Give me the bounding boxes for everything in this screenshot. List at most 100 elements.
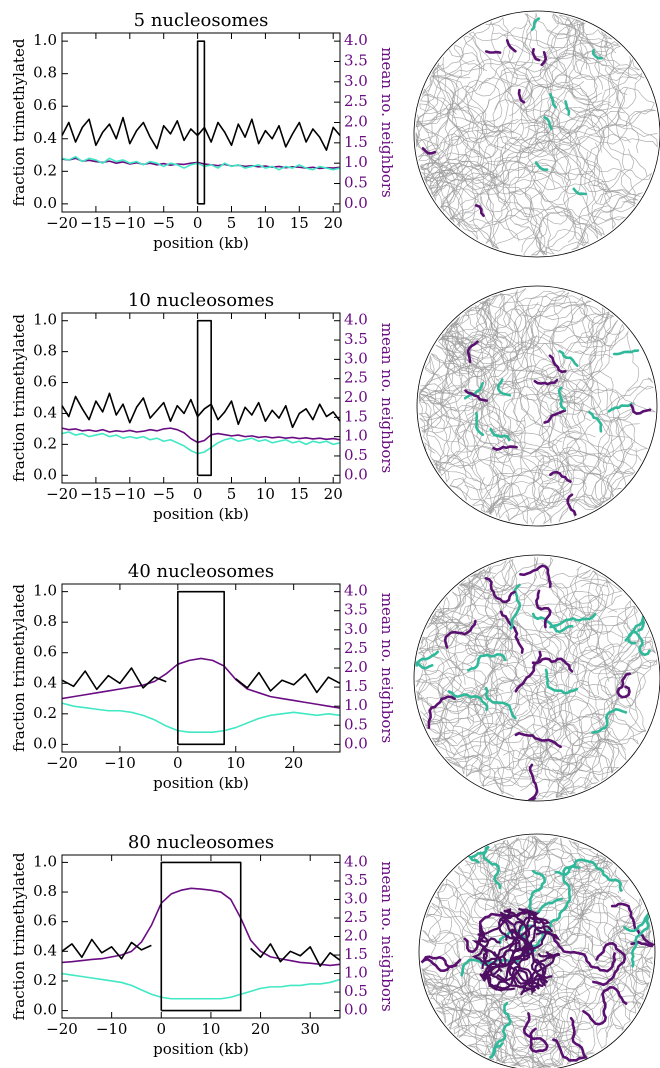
polymer-strand [447, 858, 591, 930]
polymer-strand [433, 110, 619, 226]
data-line [61, 972, 341, 1000]
y2-tick-label: 0.5 [344, 446, 368, 464]
marked-segment [610, 902, 655, 948]
polymer-strand [484, 563, 592, 639]
polymer-strand [430, 59, 505, 194]
polymer-strand [449, 709, 582, 771]
polymer-strand [489, 454, 567, 515]
y-tick-label: 1.0 [33, 31, 57, 49]
render-boundary [413, 10, 660, 258]
polymer-strand [424, 333, 516, 477]
marked-segment [588, 410, 603, 433]
polymer-render [415, 12, 658, 257]
x-axis-label: position (kb) [153, 505, 249, 523]
marked-segment [522, 1012, 549, 1053]
polymer-strand [500, 34, 612, 113]
marked-segment [623, 912, 650, 968]
marked-cluster [482, 920, 535, 983]
marked-segment [531, 612, 574, 634]
polymer-strand [512, 973, 605, 1067]
y2-tick-label: 2.0 [344, 388, 368, 406]
y2-tick-label: 0.5 [344, 982, 368, 1000]
polymer-strand [573, 898, 651, 986]
marked-segment [552, 1017, 588, 1062]
marked-segment [592, 941, 627, 987]
marked-segment [415, 650, 440, 670]
polymer-strand [555, 713, 615, 798]
marked-segment [496, 378, 512, 397]
polymer-strand [445, 23, 539, 161]
polymer-strand [458, 675, 627, 762]
polymer-strand [425, 121, 483, 208]
plot-frame [61, 583, 341, 753]
polymer-strand [474, 578, 612, 744]
y-tick-label: 0.2 [33, 161, 57, 179]
x-tick-label: −10 [96, 1020, 128, 1038]
polymer-strand [541, 83, 648, 225]
polymer-strand [435, 334, 618, 422]
polymer-strand [474, 835, 577, 956]
marked-segment [474, 411, 485, 436]
polymer-strand [529, 446, 635, 525]
polymer-strand [474, 682, 607, 787]
polymer-strand [428, 941, 615, 1027]
polymer-strand [470, 852, 601, 942]
polymer-strand [431, 613, 651, 709]
polymer-strand [528, 680, 619, 795]
polymer-strand [447, 701, 545, 785]
polymer-strand [551, 304, 619, 373]
y-tick-label: 0.4 [33, 941, 57, 959]
polymer-strand [469, 840, 538, 906]
polymer-strand [429, 126, 509, 230]
polymer-strand [565, 565, 615, 781]
y-tick-label: 0.4 [33, 673, 57, 691]
x-tick-label: −15 [80, 485, 112, 503]
y2-tick-label: 1.0 [344, 427, 368, 445]
polymer-strand [540, 306, 606, 422]
polymer-strand [466, 970, 521, 1068]
x-tick-label: 30 [301, 1020, 320, 1038]
marked-segment [534, 161, 549, 171]
y-tick-label: 0.2 [33, 971, 57, 989]
y-tick-label: 0.8 [33, 612, 57, 630]
marked-segment [612, 349, 640, 356]
y-tick-label: 1.0 [33, 582, 57, 600]
marked-segment [572, 187, 588, 196]
polymer-render [418, 288, 657, 525]
polymer-strand [530, 33, 643, 213]
polymer-strand [421, 152, 555, 256]
data-line [61, 702, 341, 733]
render-boundary [416, 285, 658, 527]
polymer-strand [555, 672, 633, 798]
marked-segment [557, 386, 566, 411]
plot-frame [61, 312, 341, 484]
marked-segment [531, 48, 541, 62]
x-tick-label: −20 [46, 1020, 78, 1038]
chart-title: 10 nucleosomes [128, 290, 274, 311]
marked-segment [474, 204, 485, 217]
marked-segment [543, 409, 567, 424]
marked-segment [420, 955, 462, 973]
polymer-strand [449, 155, 605, 221]
marked-segment [489, 427, 511, 442]
marked-segment [554, 858, 623, 892]
marked-segment [533, 378, 559, 386]
x-tick-label: 10 [256, 214, 275, 232]
y-tick-label: 1.0 [33, 311, 57, 329]
marked-segment [530, 17, 541, 31]
y2-tick-label: 3.5 [344, 330, 368, 348]
y-tick-label: 0.4 [33, 403, 57, 421]
polymer-strand [441, 835, 530, 951]
marked-segment [531, 657, 574, 673]
y2-tick-label: 2.0 [344, 113, 368, 131]
marked-segment [488, 1001, 512, 1060]
polymer-strand [515, 195, 639, 256]
marked-segment [629, 404, 652, 415]
marked-segment [484, 686, 517, 720]
polymer-strand [436, 12, 538, 117]
chart-title: 40 nucleosomes [128, 561, 274, 582]
y-tick-label: 0.6 [33, 643, 57, 661]
polymer-strand [425, 645, 536, 737]
polymer-strand [512, 334, 580, 509]
